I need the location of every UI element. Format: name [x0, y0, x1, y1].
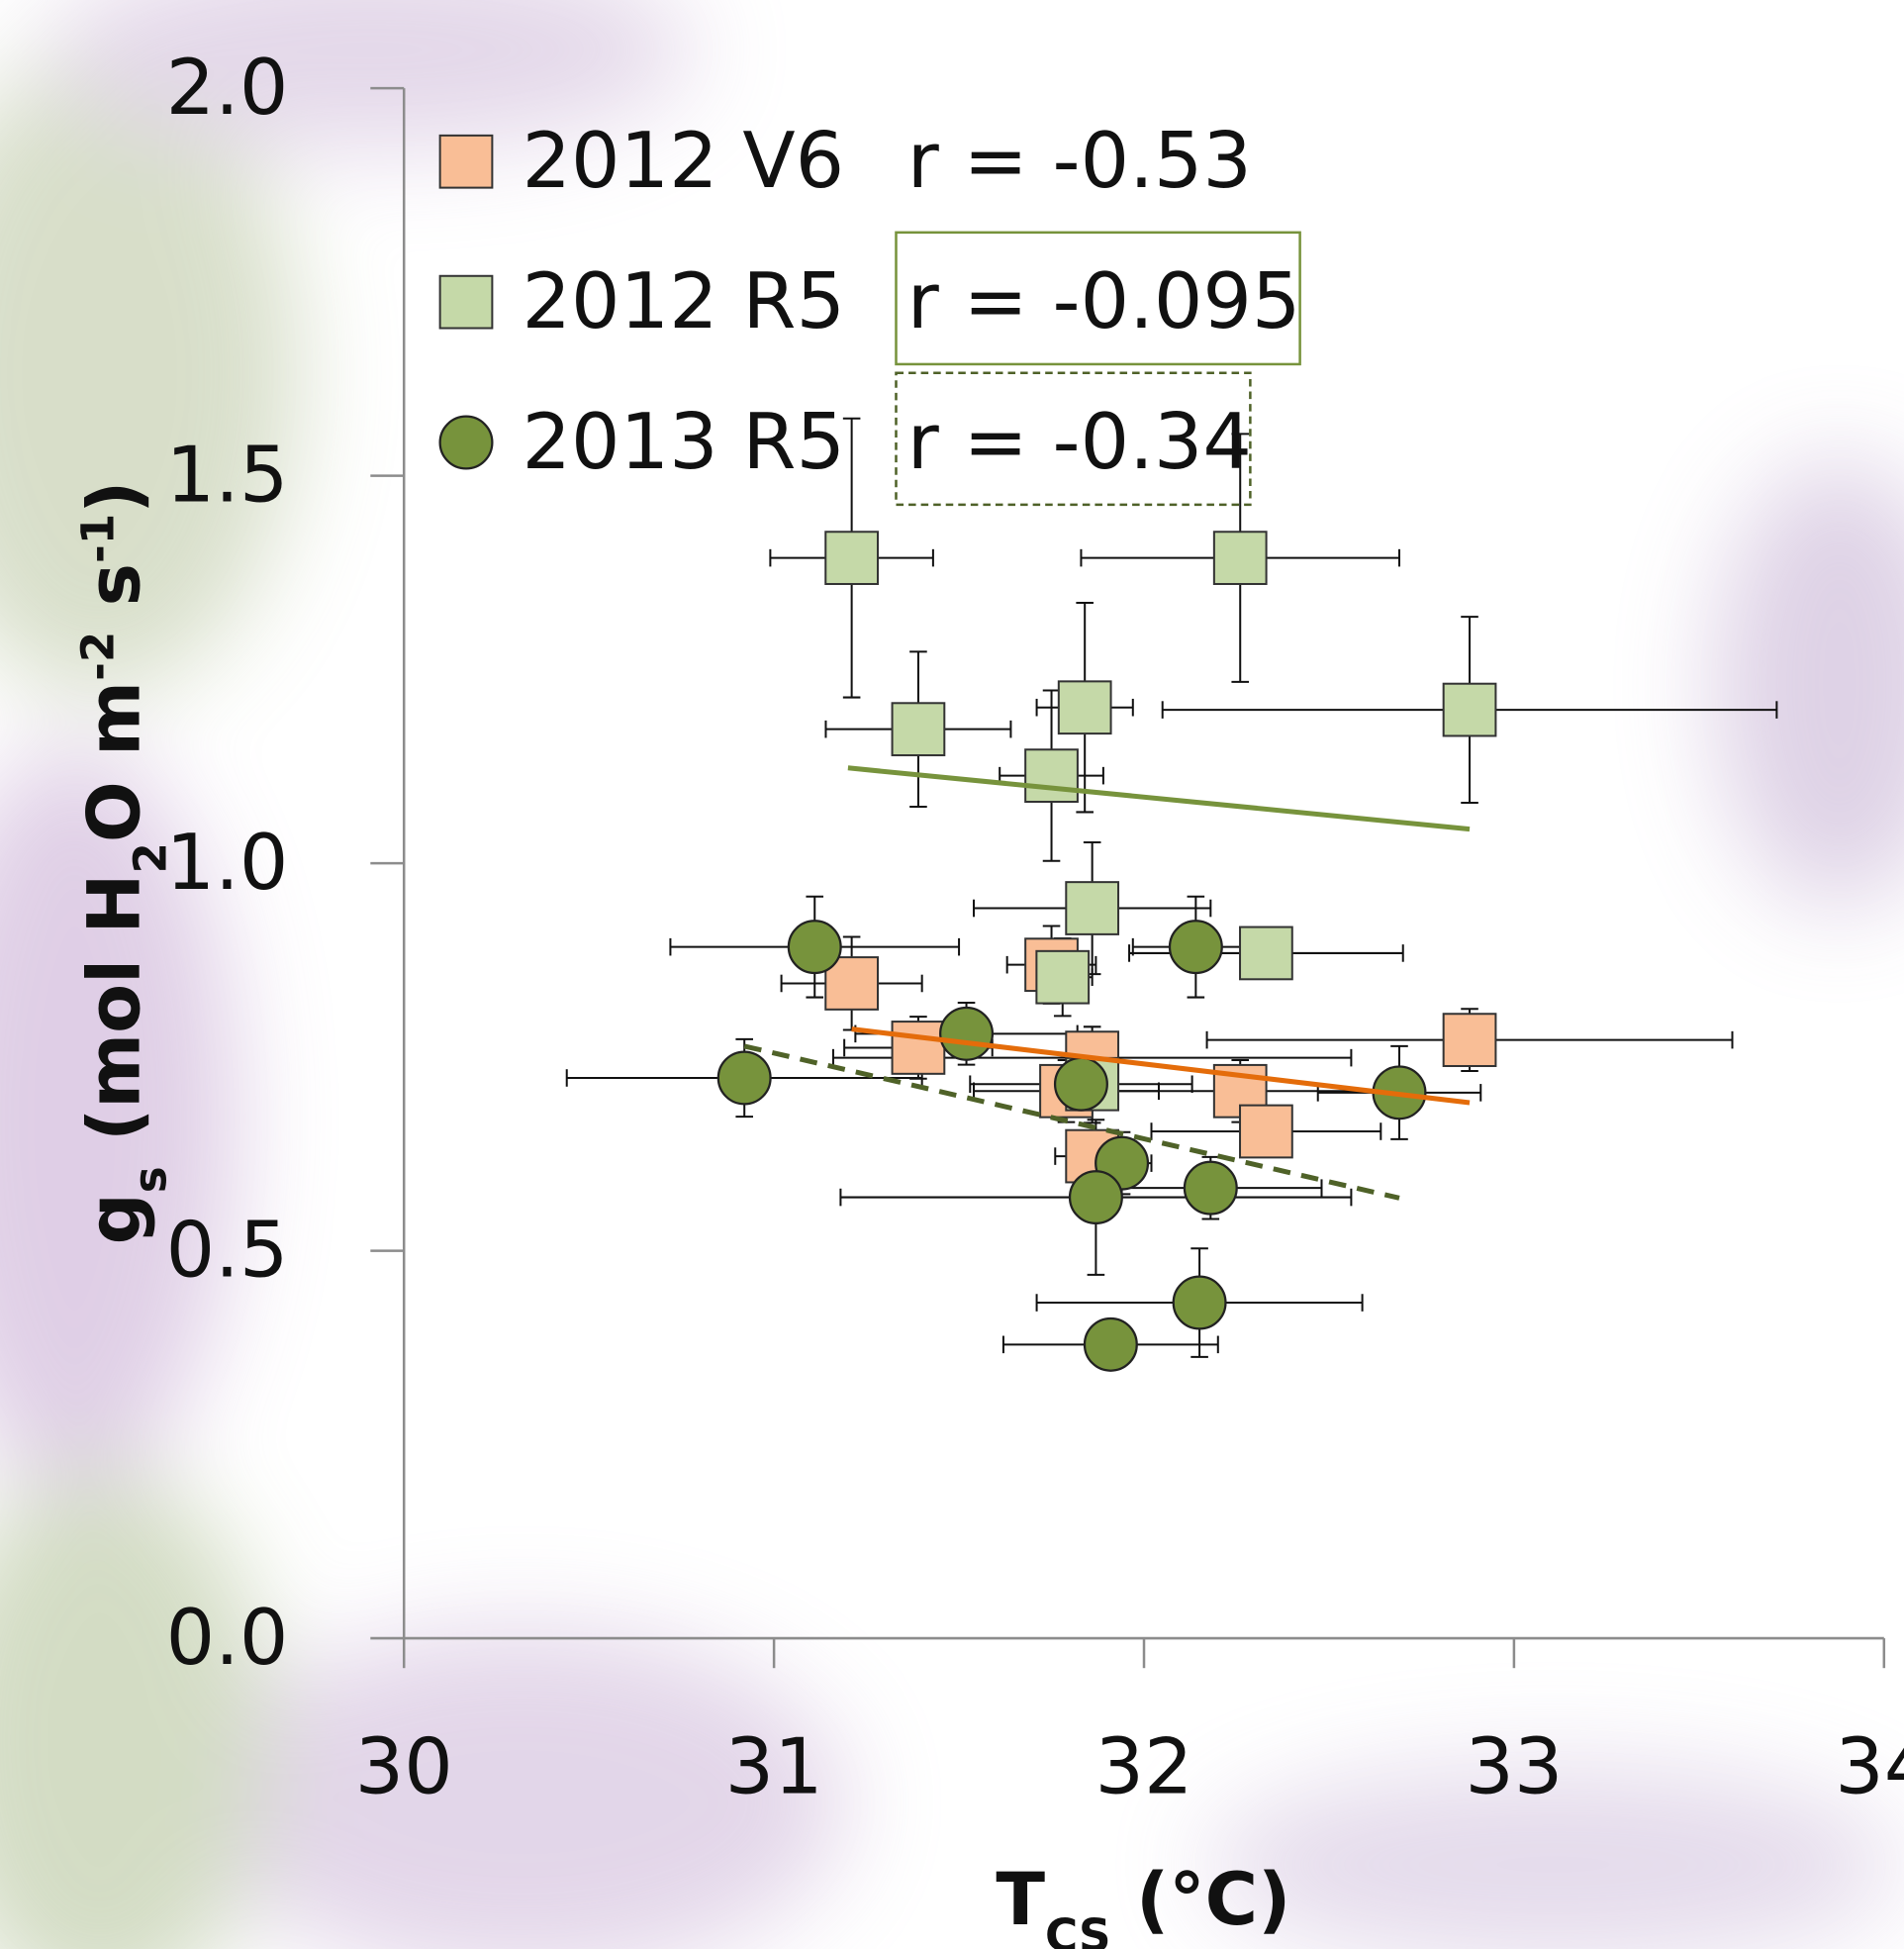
point: [1174, 1277, 1226, 1329]
legend-marker: [440, 136, 493, 188]
x-axis-title: TCS (°C): [996, 1858, 1290, 1949]
legend-marker: [440, 276, 493, 329]
point: [1444, 1014, 1496, 1066]
point: [893, 703, 945, 755]
x-axis-title-part: (°C): [1111, 1858, 1291, 1942]
x-tick-label: 33: [1465, 1723, 1563, 1812]
point: [893, 1022, 945, 1074]
y-axis-title-part: ): [73, 481, 157, 514]
point: [940, 1008, 993, 1060]
point: [1444, 684, 1496, 736]
y-tick-label: 1.0: [166, 819, 289, 908]
point: [1240, 1106, 1292, 1158]
point: [1070, 1171, 1122, 1223]
page: {"chart_data": { "type": "scatter", "xla…: [0, 0, 1904, 1949]
point: [825, 532, 878, 584]
y-tick-label: 2.0: [166, 44, 289, 133]
point: [1085, 1318, 1137, 1371]
point: [1240, 927, 1292, 980]
point: [1185, 1162, 1237, 1215]
point: [1036, 951, 1089, 1004]
point: [1066, 882, 1118, 934]
point: [1170, 921, 1222, 973]
series: [567, 897, 1481, 1360]
y-axis-title-part: O m: [73, 681, 157, 842]
plot-area: [567, 419, 1777, 1371]
y-tick-label: 1.5: [166, 432, 289, 521]
x-tick-label: 34: [1835, 1723, 1904, 1812]
y-tick-label: 0.5: [166, 1207, 289, 1296]
x-tick-label: 30: [355, 1723, 453, 1812]
y-axis-title-part: 2: [124, 842, 176, 873]
legend-label: 2012 R5: [523, 257, 845, 346]
r-label: r = -0.53: [907, 117, 1252, 206]
y-axis-title-part: (mol H: [73, 874, 157, 1167]
legend-marker: [440, 417, 493, 469]
point: [1214, 532, 1267, 584]
point: [789, 921, 841, 973]
point: [1025, 749, 1078, 802]
y-axis-title-part: -2: [71, 632, 124, 681]
point: [1055, 1058, 1107, 1111]
point: [1059, 681, 1111, 733]
x-tick-label: 31: [725, 1723, 823, 1812]
trendline: [848, 768, 1470, 829]
y-axis-title-part: s: [124, 1166, 176, 1193]
y-tick-label: 0.0: [166, 1594, 289, 1683]
x-tick-label: 32: [1095, 1723, 1192, 1812]
legend: 2012 V6 r = -0.53 2012 R5 r = -0.095 2013 R5…: [440, 117, 1301, 505]
x-axis-title-part: T: [996, 1858, 1045, 1942]
y-axis-title-part: -1: [71, 514, 124, 563]
x-axis-title-part: CS: [1045, 1908, 1111, 1949]
y-axis-title-part: g: [73, 1193, 157, 1244]
legend-label: 2012 V6: [523, 117, 845, 206]
chart: 0.00.51.01.52.03031323334TCS (°C)gs (mol…: [0, 0, 1904, 1949]
y-axis-title-part: s: [73, 563, 157, 632]
r-label: r = -0.095: [907, 257, 1301, 346]
legend-label: 2013 R5: [523, 398, 845, 487]
r-label: r = -0.34: [907, 398, 1252, 487]
point: [718, 1052, 771, 1105]
